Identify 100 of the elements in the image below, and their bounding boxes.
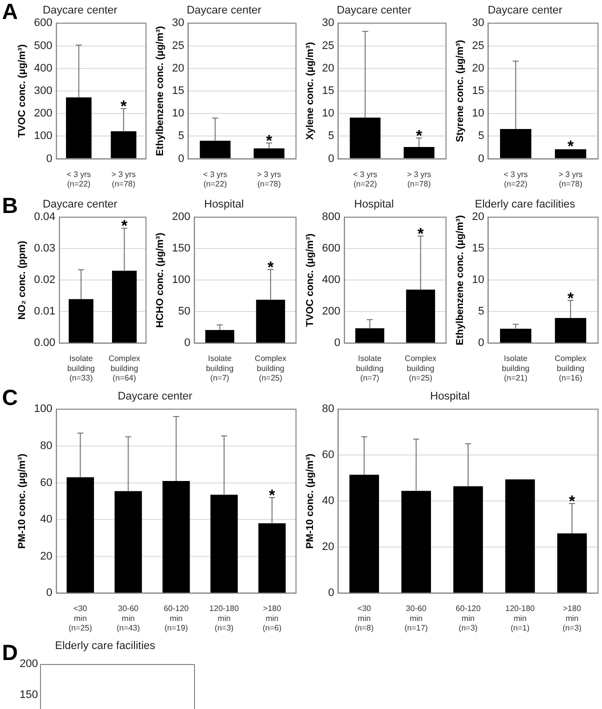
x-tick-label: > 3 yrs (n=78)	[111, 170, 136, 188]
y-tick-label: 0	[184, 337, 190, 350]
x-tick-label: < 3 yrs (n=22)	[203, 170, 228, 188]
y-tick-label: 30	[172, 17, 184, 30]
y-tick-label: 5	[178, 130, 184, 142]
y-axis-title: Xylene conc. (μg/m³)	[304, 42, 316, 140]
bar	[114, 491, 142, 593]
y-axis-title: PM-10 conc. (μg/m³)	[16, 454, 28, 549]
y-axis-title: HCHO conc. (μg/m³)	[154, 232, 166, 328]
annotation: *	[268, 488, 276, 505]
y-tick-label: 15	[472, 85, 484, 98]
y-tick-label: 50	[178, 306, 190, 318]
text: A	[2, 0, 18, 24]
y-tick-label: 0.03	[34, 242, 56, 255]
bar	[258, 523, 286, 593]
y-tick-label: 20	[322, 541, 334, 554]
text: 150	[18, 689, 38, 701]
x-tick-label: <30 min (n=25)	[68, 604, 92, 632]
y-tick-label: 15	[172, 85, 184, 98]
x-tick-label: 120-180 min (n=1)	[505, 604, 536, 632]
x-tick-label: <30 min (n=8)	[354, 604, 374, 632]
x-tick-label: >180 min (n=3)	[562, 604, 582, 632]
y-tick-label: 200	[322, 306, 340, 318]
y-tick-label: 25	[472, 40, 484, 52]
y-tick-label: 15	[322, 85, 334, 98]
y-axis-title: PM-10 conc. (μg/m³)	[304, 454, 316, 549]
y-tick-label: 80	[322, 403, 334, 416]
y-axis-title: NO₂ conc. (ppm)	[16, 240, 28, 320]
x-tick-label: > 3 yrs (n=78)	[256, 170, 282, 188]
x-tick-label: Isolate building (n=33)	[67, 354, 95, 382]
chart-title: Hospital	[354, 198, 394, 211]
x-tick-label: Complex building (n=25)	[404, 354, 436, 382]
bar	[162, 480, 190, 593]
text: Elderly care facilities	[55, 640, 156, 652]
y-tick-label: 5	[478, 306, 484, 318]
y-tick-label: 800	[322, 211, 340, 224]
y-tick-label: 10	[172, 108, 184, 120]
text: D	[2, 640, 18, 666]
y-tick-label: 60	[40, 476, 52, 489]
y-tick-label: 600	[322, 242, 340, 255]
y-tick-label: 0	[478, 337, 484, 350]
y-tick-label: 20	[40, 550, 52, 562]
y-tick-label: 10	[322, 108, 334, 120]
bar	[66, 477, 94, 593]
x-tick-label: 30-60 min (n=43)	[116, 604, 140, 632]
y-tick-label: 0	[46, 152, 52, 165]
y-tick-label: 20	[472, 211, 484, 224]
y-tick-label: 0.01	[34, 306, 56, 318]
y-axis-title: Styrene conc. (μg/m³)	[454, 40, 466, 142]
annotation: *	[567, 290, 574, 308]
text: C	[2, 385, 18, 410]
y-tick-label: 400	[34, 62, 52, 74]
y-tick-label: 10	[472, 108, 484, 120]
y-tick-label: 60	[322, 449, 334, 462]
annotation: *	[267, 259, 274, 276]
annotation: *	[266, 132, 273, 150]
y-tick-label: 400	[322, 274, 340, 286]
y-tick-label: 40	[322, 495, 334, 508]
text: 200	[20, 658, 38, 670]
x-tick-label: Complex building (n=25)	[254, 354, 286, 382]
chart-title: Daycare center	[336, 4, 412, 17]
chart-title: Hospital	[204, 198, 244, 211]
y-tick-label: 0	[478, 152, 484, 165]
y-tick-label: 0	[46, 587, 52, 600]
y-tick-label: 30	[472, 17, 484, 30]
y-tick-label: 20	[322, 62, 334, 74]
y-axis-title: TVOC conc. (μg/m³)	[304, 234, 316, 327]
y-tick-label: 0.02	[34, 274, 56, 286]
x-tick-label: Isolate building (n=21)	[502, 354, 530, 382]
x-tick-label: < 3 yrs (n=22)	[504, 170, 528, 188]
chart-title: Daycare center	[118, 390, 193, 403]
bar	[505, 479, 535, 593]
y-axis-title: TVOC conc. (μg/m³)	[16, 44, 28, 138]
y-tick-label: 30	[322, 17, 334, 30]
x-tick-label: Isolate building (n=7)	[356, 354, 384, 382]
x-tick-label: Isolate building (n=7)	[206, 354, 234, 382]
y-tick-label: 100	[172, 274, 190, 286]
x-tick-label: >180 min (n=6)	[262, 604, 282, 632]
y-axis-title: Ethylbenzene conc. (μg/m³)	[154, 26, 166, 156]
x-tick-label: Complex building (n=16)	[554, 354, 586, 382]
y-tick-label: 0.00	[34, 337, 56, 350]
x-tick-label: 120-180 min (n=3)	[209, 604, 240, 632]
y-tick-label: 0	[328, 587, 334, 600]
bar	[453, 486, 483, 593]
annotation: *	[567, 138, 574, 156]
chart-title: Hospital	[430, 390, 470, 403]
y-tick-label: 20	[472, 62, 484, 74]
x-tick-label: < 3 yrs (n=22)	[66, 170, 91, 188]
y-tick-label: 200	[172, 211, 190, 224]
x-tick-label: > 3 yrs (n=78)	[558, 170, 583, 188]
x-tick-label: 60-120 min (n=3)	[456, 604, 482, 632]
y-tick-label: 25	[172, 40, 184, 52]
x-tick-label: Complex building (n=64)	[108, 354, 140, 382]
y-tick-label: 600	[34, 17, 52, 30]
annotation: *	[568, 494, 576, 510]
y-tick-label: 100	[34, 130, 52, 142]
annotation: *	[120, 98, 128, 116]
x-tick-label: > 3 yrs (n=78)	[406, 170, 432, 188]
chart-title: Daycare center	[488, 4, 563, 17]
y-tick-label: 5	[328, 130, 334, 142]
